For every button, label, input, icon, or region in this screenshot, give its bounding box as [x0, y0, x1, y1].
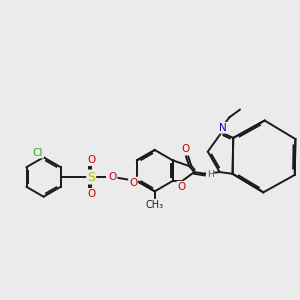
Text: S: S: [87, 170, 95, 184]
Text: N: N: [219, 123, 227, 133]
Text: CH₃: CH₃: [146, 200, 164, 210]
Text: H: H: [207, 170, 214, 179]
Text: O: O: [108, 172, 117, 182]
Text: O: O: [182, 144, 190, 154]
Text: O: O: [129, 178, 137, 188]
Text: Cl: Cl: [33, 148, 43, 158]
Text: O: O: [87, 190, 95, 200]
Text: O: O: [177, 182, 186, 192]
Text: O: O: [87, 154, 95, 164]
